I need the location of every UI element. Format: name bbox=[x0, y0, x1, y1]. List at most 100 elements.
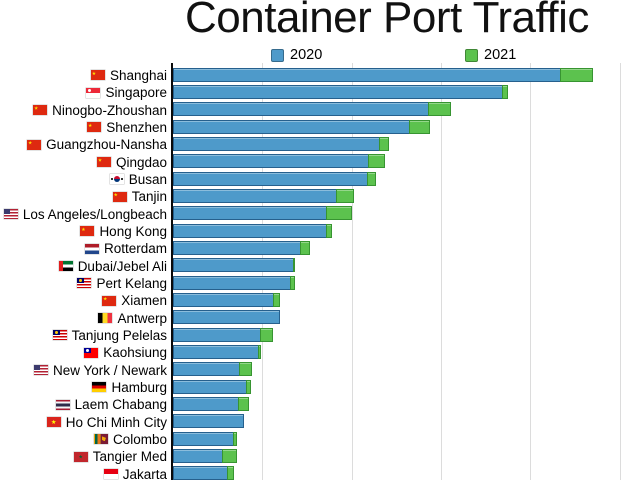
port-label: Hong Kong bbox=[99, 223, 167, 239]
flag-china-icon bbox=[96, 157, 111, 168]
flag-china-icon bbox=[90, 70, 105, 81]
bar-2020 bbox=[173, 448, 223, 463]
port-label-box: Guangzhou-Nansha bbox=[0, 135, 167, 152]
bar-2021 bbox=[379, 136, 390, 151]
port-label: Hamburg bbox=[111, 379, 167, 395]
flag-usa-icon bbox=[33, 365, 48, 376]
bar-2021 bbox=[257, 344, 262, 359]
bar-2020 bbox=[173, 102, 430, 117]
flag-belgium-icon bbox=[98, 313, 113, 324]
flag-south-korea-icon bbox=[109, 174, 124, 185]
bar-2021 bbox=[222, 448, 238, 463]
port-row: Laem Chabang bbox=[0, 395, 640, 412]
port-label: Antwerp bbox=[117, 310, 167, 326]
bar-2020 bbox=[173, 154, 370, 169]
port-row: Pert Kelang bbox=[0, 274, 640, 291]
port-label: Los Angeles/Longbeach bbox=[22, 206, 167, 222]
port-row: Tangier Med bbox=[0, 447, 640, 464]
port-label: Rotterdam bbox=[103, 241, 167, 257]
port-label: Shanghai bbox=[109, 67, 167, 83]
port-row: Dubai/Jebel Ali bbox=[0, 257, 640, 274]
flag-indonesia-icon bbox=[103, 469, 118, 480]
bar-2020 bbox=[173, 414, 244, 429]
chart-title: Container Port Traffic bbox=[185, 0, 589, 42]
flag-thailand-icon bbox=[55, 399, 70, 410]
bar-2021 bbox=[408, 119, 431, 134]
bar-2020 bbox=[173, 431, 234, 446]
flag-taiwan-icon bbox=[84, 347, 99, 358]
port-label-box: Shenzhen bbox=[0, 118, 167, 135]
port-label-box: Xiamen bbox=[0, 291, 167, 308]
flag-malaysia-icon bbox=[77, 278, 92, 289]
bar-2021 bbox=[299, 240, 310, 255]
flag-netherlands-icon bbox=[84, 243, 99, 254]
port-row: Qingdao bbox=[0, 153, 640, 170]
port-label-box: Pert Kelang bbox=[0, 274, 167, 291]
bar-2021 bbox=[227, 466, 234, 480]
port-label: Pert Kelang bbox=[96, 275, 167, 291]
port-row: Colombo bbox=[0, 430, 640, 447]
bar-2020 bbox=[173, 327, 261, 342]
port-label-box: Colombo bbox=[0, 430, 167, 447]
bar-2021 bbox=[325, 223, 332, 238]
port-label: Guangzhou-Nansha bbox=[46, 137, 167, 153]
flag-china-icon bbox=[27, 139, 42, 150]
port-row: New York / Newark bbox=[0, 361, 640, 378]
x-gridline bbox=[619, 63, 621, 480]
port-label: Xiamen bbox=[121, 293, 167, 309]
port-row: Hong Kong bbox=[0, 222, 640, 239]
port-label-box: New York / Newark bbox=[0, 361, 167, 378]
port-label-box: Hong Kong bbox=[0, 222, 167, 239]
legend-item-2021: 2021 bbox=[465, 48, 516, 63]
flag-china-icon bbox=[87, 122, 102, 133]
bar-2021 bbox=[428, 102, 451, 117]
legend-item-2020: 2020 bbox=[271, 48, 322, 63]
port-label: Tanjin bbox=[131, 189, 167, 205]
bar-2020 bbox=[173, 310, 281, 325]
port-label: Colombo bbox=[112, 431, 167, 447]
flag-china-icon bbox=[102, 295, 117, 306]
bar-2020 bbox=[173, 188, 338, 203]
port-label-box: Jakarta bbox=[0, 465, 167, 480]
bar-2020 bbox=[173, 258, 294, 273]
port-row: Xiamen bbox=[0, 291, 640, 308]
port-row: Tanjin bbox=[0, 187, 640, 204]
port-row: Kaohsiung bbox=[0, 343, 640, 360]
flag-vietnam-icon bbox=[46, 417, 61, 428]
bar-2020 bbox=[173, 223, 327, 238]
port-label: Dubai/Jebel Ali bbox=[77, 258, 167, 274]
bar-2021 bbox=[259, 327, 273, 342]
port-label: Ho Chi Minh City bbox=[65, 414, 167, 430]
port-label-box: Tanjung Pelelas bbox=[0, 326, 167, 343]
x-gridline bbox=[530, 63, 532, 480]
port-label-box: Qingdao bbox=[0, 153, 167, 170]
port-label-box: Los Angeles/Longbeach bbox=[0, 205, 167, 222]
bar-2021 bbox=[292, 258, 296, 273]
port-label: New York / Newark bbox=[52, 362, 167, 378]
x-gridline bbox=[440, 63, 442, 480]
port-row: Busan bbox=[0, 170, 640, 187]
bar-2021 bbox=[272, 292, 281, 307]
bar-2021 bbox=[289, 275, 296, 290]
port-label-box: Singapore bbox=[0, 83, 167, 100]
port-row: Jakarta bbox=[0, 465, 640, 480]
port-row: Ninogbo-Zhoushan bbox=[0, 101, 640, 118]
port-row: Hamburg bbox=[0, 378, 640, 395]
port-row: Guangzhou-Nansha bbox=[0, 135, 640, 152]
flag-china-icon bbox=[112, 191, 127, 202]
port-label: Tanjung Pelelas bbox=[71, 327, 167, 343]
port-label-box: Tangier Med bbox=[0, 447, 167, 464]
bar-2021 bbox=[238, 362, 253, 377]
port-row: Ho Chi Minh City bbox=[0, 413, 640, 430]
bar-2020 bbox=[173, 379, 248, 394]
port-label-box: Rotterdam bbox=[0, 239, 167, 256]
flag-china-icon bbox=[33, 105, 48, 116]
port-label-box: Dubai/Jebel Ali bbox=[0, 257, 167, 274]
port-label: Jakarta bbox=[122, 466, 167, 480]
port-label-box: Laem Chabang bbox=[0, 395, 167, 412]
port-label-box: Antwerp bbox=[0, 309, 167, 326]
port-row: Los Angeles/Longbeach bbox=[0, 205, 640, 222]
x-gridline bbox=[351, 63, 353, 480]
